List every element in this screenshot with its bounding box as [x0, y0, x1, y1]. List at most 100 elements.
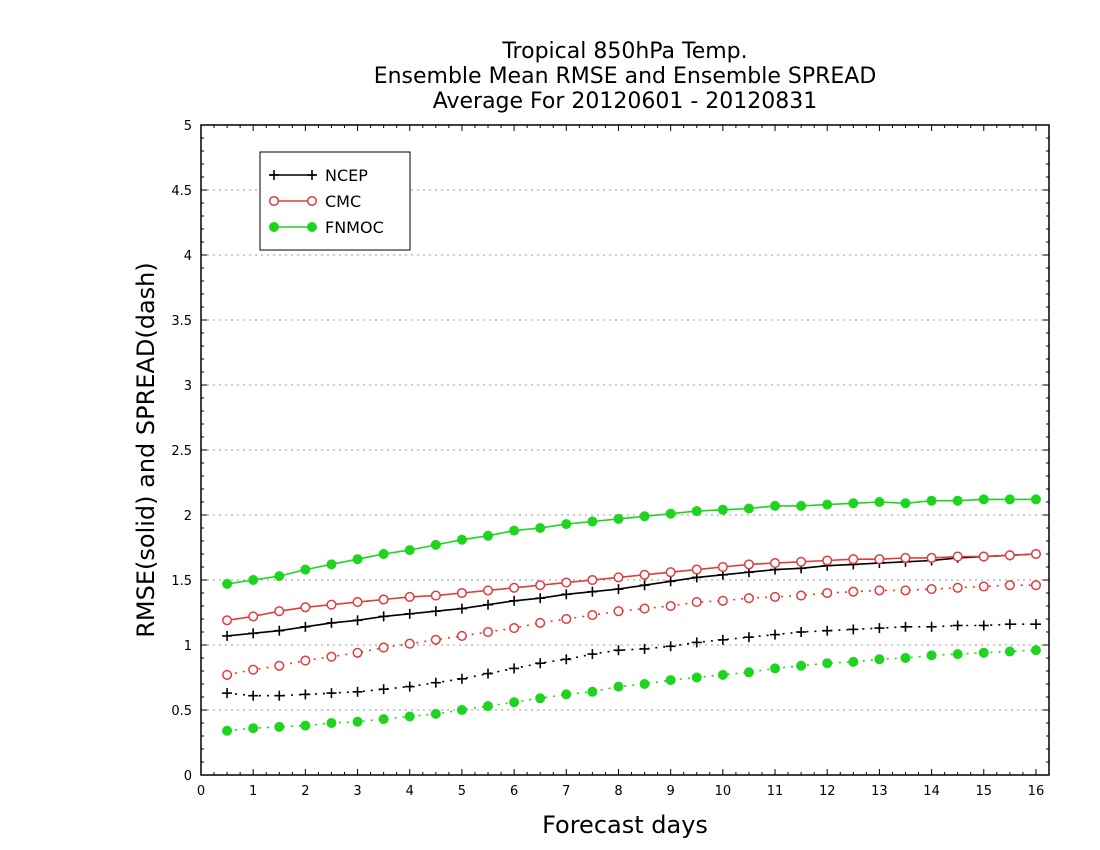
cmc-rmse-point [430, 590, 441, 601]
cmc-spread-point [404, 638, 415, 649]
cmc-spread-point [274, 660, 285, 671]
cmc-rmse-point [717, 561, 728, 573]
cmc-spread-point [848, 586, 859, 597]
ncep-spread-point [300, 689, 311, 700]
cmc-rmse-point [587, 574, 598, 586]
x-axis-label: Forecast days [542, 811, 708, 839]
x-tick-label: 3 [353, 784, 361, 799]
grid [201, 189, 1049, 711]
ncep-rmse-point [639, 580, 650, 591]
fnmoc-spread-point [222, 725, 233, 736]
cmc-spread-point [222, 669, 233, 680]
cmc-spread-point [587, 610, 598, 621]
cmc-spread-point [430, 634, 441, 645]
ncep-spread-point [874, 623, 885, 634]
x-tick-label: 9 [667, 784, 675, 799]
cmc-spread-point [1004, 580, 1015, 591]
y-tick-label: 4.5 [171, 184, 192, 199]
legend-marker-ncep-start [269, 170, 279, 180]
ncep-spread-point [326, 688, 337, 699]
fnmoc-spread-point [665, 675, 676, 686]
fnmoc-rmse-point [665, 508, 676, 519]
cmc-spread-point [1030, 580, 1042, 591]
y-tick-label: 3 [184, 379, 192, 394]
fnmoc-spread-point [300, 720, 311, 731]
ncep-spread-point [404, 681, 415, 692]
cmc-spread-point [535, 617, 546, 628]
cmc-rmse-point [613, 572, 624, 583]
cmc-rmse-point [222, 615, 233, 626]
cmc-rmse-point [535, 580, 546, 591]
y-tick-label: 5 [184, 119, 192, 134]
x-tick-label: 15 [975, 784, 992, 799]
cmc-spread-point [796, 590, 807, 601]
chart-title-line-1: Tropical 850hPa Temp. [501, 39, 747, 64]
fnmoc-spread-point [848, 656, 859, 667]
ncep-spread-point [848, 624, 859, 635]
cmc-rmse-point [482, 585, 494, 596]
ncep-rmse-point [587, 586, 598, 597]
y-tick-label: 4 [184, 249, 192, 264]
cmc-spread-point [769, 591, 781, 602]
fnmoc-rmse-point [222, 578, 233, 589]
fnmoc-rmse-point [300, 564, 311, 575]
cmc-rmse-point [796, 556, 807, 567]
fnmoc-rmse-point [1004, 494, 1015, 505]
cmc-spread-point [561, 613, 572, 625]
fnmoc-rmse-point [796, 500, 807, 511]
cmc-rmse-point [639, 569, 650, 580]
legend-marker-cmc-end [306, 195, 318, 207]
legend-label-cmc: CMC [325, 192, 361, 211]
x-tick-label: 6 [510, 784, 518, 799]
ncep-rmse-point [222, 630, 233, 641]
cmc-rmse-point [822, 555, 833, 566]
fnmoc-rmse-point [378, 549, 389, 559]
chart-title-line-3: Average For 20120601 - 20120831 [433, 89, 818, 114]
ncep-spread-point [1030, 619, 1041, 630]
legend: NCEP CMC FNMOC [259, 151, 411, 251]
ncep-spread-point [352, 686, 363, 697]
ncep-rmse-point [430, 606, 441, 617]
cmc-spread-point [978, 581, 989, 592]
ncep-spread-point [926, 621, 937, 632]
fnmoc-spread-point [561, 689, 572, 700]
x-tick-label: 14 [923, 784, 940, 799]
x-tick-label: 8 [614, 784, 622, 799]
fnmoc-rmse-point [483, 530, 494, 541]
fnmoc-rmse-point [639, 511, 650, 522]
y-tick-label: 1.5 [171, 574, 192, 589]
ncep-rmse-point [248, 628, 259, 639]
x-tick-label: 13 [871, 784, 888, 799]
ncep-rmse-point [509, 595, 520, 606]
cmc-rmse-point [900, 552, 911, 563]
fnmoc-rmse-point [717, 504, 728, 515]
axes: 00.511.522.533.544.550 1 2 3 4 5 6 7 8 9 10 11 12 13 1… [171, 119, 1049, 799]
cmc-rmse-point [665, 567, 676, 578]
ncep-spread-point [770, 629, 781, 640]
ncep-rmse-point [300, 621, 311, 632]
ncep-rmse-point [274, 625, 285, 636]
ncep-spread-point [222, 688, 233, 699]
fnmoc-spread-point [952, 649, 963, 660]
ncep-spread-line [227, 623, 1036, 697]
x-tick-label: 0 [197, 784, 205, 799]
y-tick-label: 0.5 [171, 704, 192, 719]
legend-box [259, 151, 411, 251]
fnmoc-rmse-point [404, 545, 415, 556]
fnmoc-rmse-point [978, 494, 989, 505]
cmc-rmse-point [691, 564, 702, 575]
fnmoc-spread-point [535, 693, 546, 704]
ncep-spread-point [509, 663, 520, 674]
ncep-spread-point [743, 632, 754, 643]
cmc-rmse-point [274, 606, 285, 617]
x-tick-label: 12 [819, 784, 836, 799]
fnmoc-rmse-point [691, 506, 702, 517]
cmc-spread-point [326, 651, 337, 662]
fnmoc-rmse-point [952, 495, 963, 506]
x-tick-label: 4 [406, 784, 414, 799]
fnmoc-rmse-point [743, 503, 754, 514]
y-axis-label: RMSE(solid) and SPREAD(dash) [132, 262, 160, 638]
fnmoc-rmse-point [352, 554, 363, 565]
cmc-rmse-point [456, 587, 467, 599]
cmc-rmse-point [874, 554, 885, 565]
